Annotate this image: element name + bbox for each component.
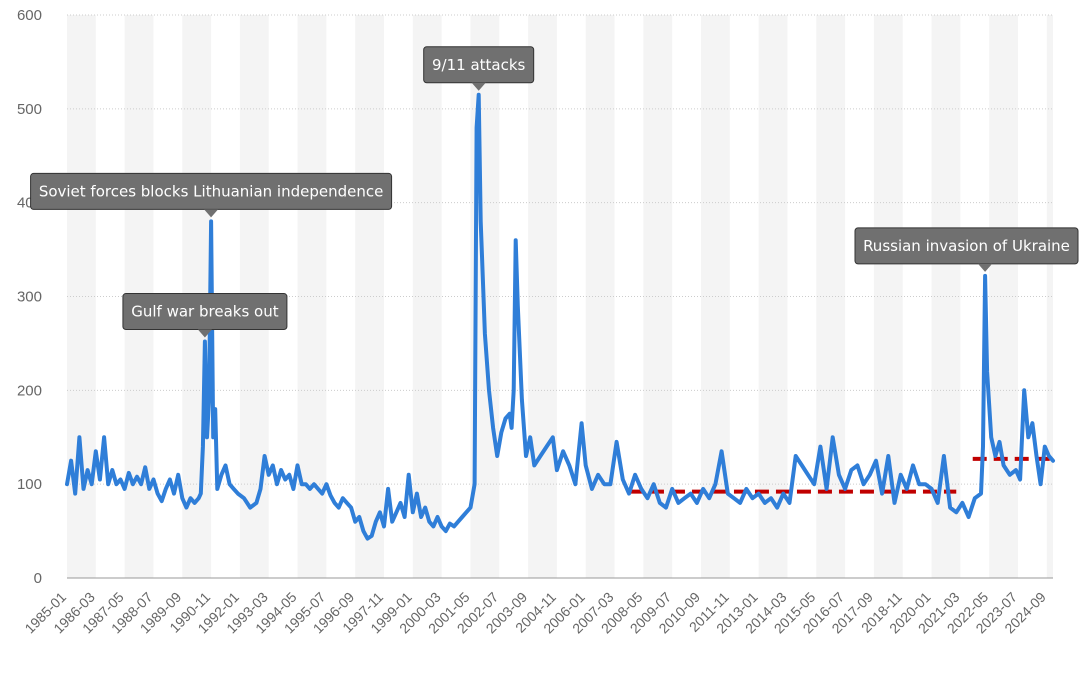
annotation-pointer [471,82,486,91]
reference-lines [628,456,1053,494]
annotation-callout: Russian invasion of Ukraine [854,227,1079,272]
annotation-callout: Gulf war breaks out [122,293,288,338]
annotations: 9/11 attacks Soviet forces blocks Lithuan… [30,46,1079,338]
band-rect [816,15,846,578]
x-axis-ticks: 1985-011986-031987-051988-071989-091990-… [21,589,1049,637]
series-line[interactable] [65,92,1055,541]
annotation-label: Russian invasion of Ukraine [863,237,1070,255]
y-tick-label: 500 [17,101,42,118]
annotation-pointer [197,329,212,338]
series-group [65,92,1055,541]
annotation-box [854,227,1079,265]
y-tick-label: 0 [34,570,42,587]
y-tick-label: 200 [17,382,42,399]
band-rect [1046,15,1053,578]
annotation-pointer [978,263,993,272]
annotation-callout: 9/11 attacks [423,46,535,91]
annotation-label: 9/11 attacks [432,56,526,74]
y-tick-label: 100 [17,476,42,493]
grid-lines [67,14,1053,579]
annotation-callout: Soviet forces blocks Lithuanian independ… [30,172,393,218]
annotation-label: Gulf war breaks out [131,303,278,321]
annotation-label: Soviet forces blocks Lithuanian independ… [39,182,384,200]
y-tick-label: 300 [17,289,42,306]
annotation-pointer [204,209,219,218]
y-tick-label: 600 [17,7,42,24]
